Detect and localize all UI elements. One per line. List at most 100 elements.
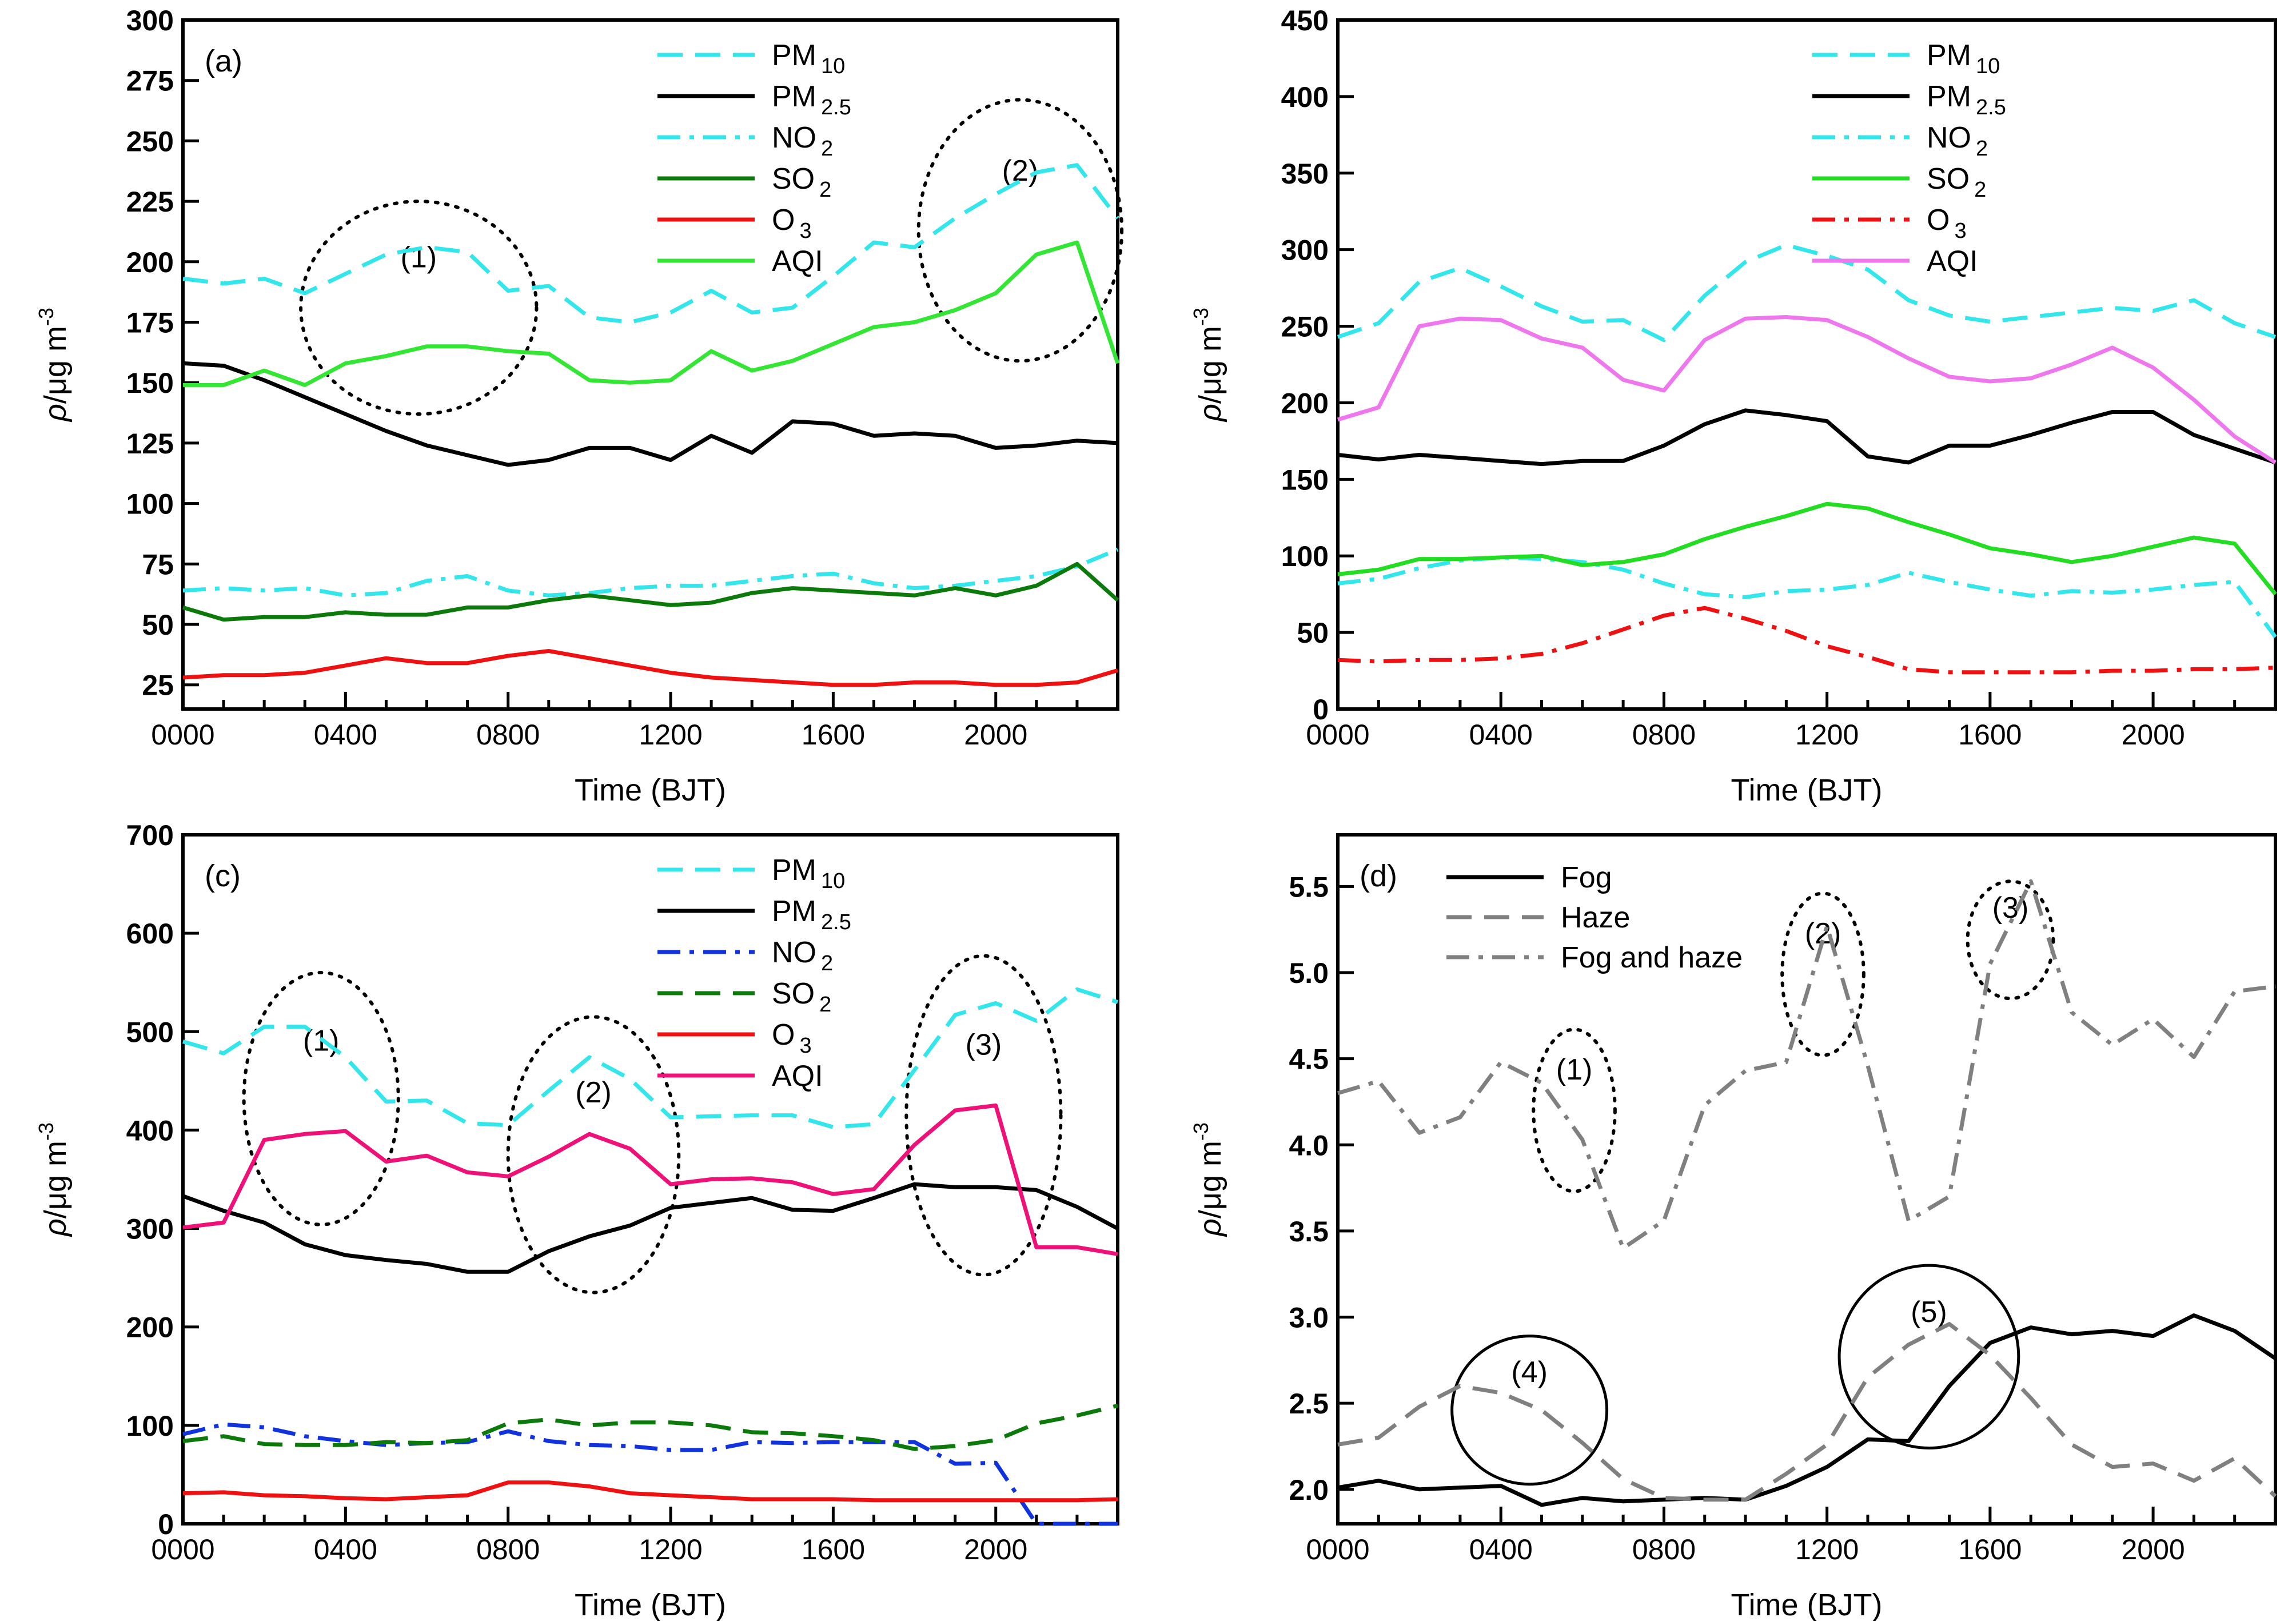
y-tick-label: 2.5 xyxy=(1289,1388,1329,1420)
annotation-ellipse xyxy=(242,971,400,1226)
x-tick-label: 0000 xyxy=(1306,1534,1369,1566)
legend-label: PM 2.5 xyxy=(1927,80,2006,120)
legend-label: AQI xyxy=(1927,245,1978,278)
y-tick-label: 600 xyxy=(126,918,174,950)
series-line xyxy=(182,1182,1119,1274)
x-tick-label: 1600 xyxy=(1958,1534,2022,1566)
series-line xyxy=(183,240,1120,387)
y-tick-label: 250 xyxy=(126,125,174,157)
plot-frame xyxy=(181,18,1119,711)
annotation-ellipse xyxy=(1966,879,2055,1001)
y-tick-label: 200 xyxy=(1281,387,1329,419)
y-axis-label: ρ/μg m-3 xyxy=(1189,1122,1227,1237)
legend-label: Haze xyxy=(1561,901,1630,934)
legend-label: PM 2.5 xyxy=(772,80,851,120)
series-line xyxy=(1337,879,2276,1250)
y-tick-label: 0 xyxy=(1313,694,1329,726)
panel-d: 2.0 2.5 3.0 3.5 4.0 4.5 5.0 5.5 0000 0400 0800 1200… xyxy=(1189,833,2277,1621)
x-tick-label: 0800 xyxy=(476,1534,540,1566)
series-line xyxy=(1337,555,2277,639)
y-tick-label: 500 xyxy=(126,1016,174,1048)
y-tick-label: 50 xyxy=(1297,617,1329,649)
y-tick-label: 4.0 xyxy=(1289,1129,1329,1161)
annotation-label: (2) xyxy=(1002,154,1039,188)
y-axis-label: ρ/μg m-3 xyxy=(1189,308,1227,423)
series-line xyxy=(1337,1313,2277,1507)
x-tick-label: 0000 xyxy=(1306,719,1369,751)
y-tick-label: 300 xyxy=(126,5,174,37)
y-tick-label: 5.5 xyxy=(1289,871,1329,903)
y-tick-label: 25 xyxy=(142,670,174,702)
annotation-ellipse xyxy=(1450,1335,1609,1486)
annotation-ellipse xyxy=(299,200,539,416)
y-tick-label: 100 xyxy=(1281,540,1329,572)
panel-b: 0 50 100 150 200 250 300 350 400 450 0000 0400 0800 1… xyxy=(1189,5,2277,807)
legend-label: Fog and haze xyxy=(1561,941,1743,974)
x-tick-label: 2000 xyxy=(2121,1534,2185,1566)
x-tick-label: 0400 xyxy=(314,719,377,751)
annotation-ellipse xyxy=(904,954,1063,1277)
y-tick-label: 0 xyxy=(158,1508,174,1540)
y-tick-label: 300 xyxy=(126,1213,174,1245)
x-tick-label: 1200 xyxy=(639,1534,702,1566)
series-line xyxy=(182,1480,1118,1503)
x-tick-label: 0000 xyxy=(151,719,214,751)
x-tick-label: 1200 xyxy=(1795,1534,1859,1566)
legend-label: SO 2 xyxy=(772,162,831,202)
y-tick-label: 350 xyxy=(1281,158,1329,190)
series-line xyxy=(182,1422,1118,1526)
series-line xyxy=(1337,243,2277,342)
legend-label: NO 2 xyxy=(772,936,833,975)
x-tick-label: 0800 xyxy=(476,719,540,751)
annotation-ellipse xyxy=(506,1015,681,1295)
y-tick-label: 2.0 xyxy=(1289,1474,1329,1506)
panel-label: (d) xyxy=(1360,859,1397,893)
plot-frame xyxy=(1336,18,2277,711)
series-line xyxy=(182,561,1119,622)
series-line xyxy=(182,163,1119,324)
legend-label: PM 2.5 xyxy=(772,895,851,934)
series-line xyxy=(1337,408,2277,467)
y-tick-label: 225 xyxy=(126,186,174,218)
annotation-ellipse xyxy=(1532,1027,1617,1193)
legend-label: PM 10 xyxy=(772,854,845,893)
x-tick-label: 1200 xyxy=(639,719,702,751)
panel-label: (c) xyxy=(205,859,241,893)
legend-label: SO 2 xyxy=(1927,162,1986,202)
annotation-ellipse xyxy=(1837,1264,2020,1449)
annotation-label: (3) xyxy=(966,1029,1002,1062)
panel-a: 25 50 75 100 125 150 175 200 225 250 275 300 0000 040… xyxy=(34,5,1124,807)
y-tick-label: 125 xyxy=(126,428,174,460)
x-tick-label: 1600 xyxy=(802,719,865,751)
plot-frame xyxy=(1336,833,2277,1526)
x-tick-label: 0400 xyxy=(1469,719,1533,751)
annotation-label: (1) xyxy=(401,241,437,274)
y-tick-label: 50 xyxy=(142,609,174,641)
y-tick-label: 150 xyxy=(1281,464,1329,496)
x-tick-label: 2000 xyxy=(964,1534,1027,1566)
x-tick-label: 0000 xyxy=(151,1534,214,1566)
y-tick-label: 200 xyxy=(126,246,174,278)
y-tick-label: 100 xyxy=(126,1410,174,1442)
series-line xyxy=(182,547,1119,598)
y-tick-label: 300 xyxy=(1281,234,1329,266)
y-axis-label: ρ/μg m-3 xyxy=(34,1122,73,1237)
x-axis-label: Time (BJT) xyxy=(1731,773,1883,807)
series-line xyxy=(182,987,1119,1129)
y-tick-label: 100 xyxy=(126,488,174,520)
y-tick-label: 250 xyxy=(1281,311,1329,343)
y-tick-label: 400 xyxy=(1281,81,1329,113)
annotation-label: (1) xyxy=(1556,1053,1593,1086)
legend-label: NO 2 xyxy=(772,121,833,161)
series-line xyxy=(182,1403,1118,1451)
panel-c: 0 100 200 300 400 500 600 700 0000 0400 0800 1200 16… xyxy=(34,819,1119,1621)
x-tick-label: 0400 xyxy=(314,1534,377,1566)
x-axis-label: Time (BJT) xyxy=(575,1588,726,1621)
annotation-label: (2) xyxy=(575,1076,612,1109)
x-tick-label: 2000 xyxy=(964,719,1027,751)
y-tick-label: 5.0 xyxy=(1289,957,1329,989)
x-tick-label: 2000 xyxy=(2121,719,2185,751)
